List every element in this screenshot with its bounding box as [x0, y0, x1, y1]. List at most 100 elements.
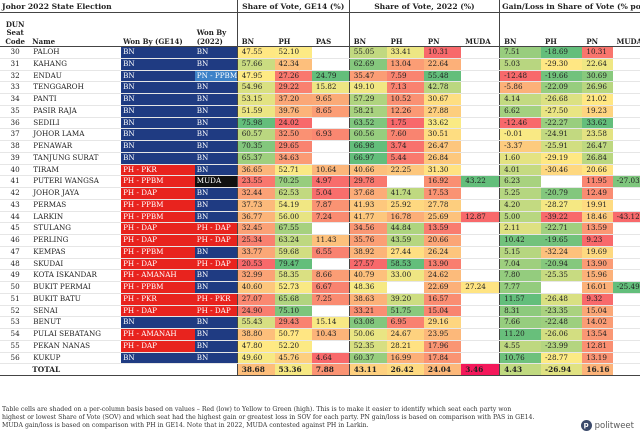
- won-by-2022: BN: [194, 269, 238, 282]
- table-row: 39 TANJUNG SURAT BN BN 65.37 34.63 66.97 5.44 26…: [0, 152, 640, 165]
- vote-cell-ph: 37.20: [274, 93, 312, 106]
- col-header-ph-gain: PH: [541, 12, 583, 47]
- vote-cell-gmuda: [612, 328, 640, 341]
- vote-cell-ph: 32.50: [274, 128, 312, 141]
- won-by-2022: BN: [194, 246, 238, 259]
- vote-cell-gmuda: [612, 93, 640, 106]
- vote-cell-pn2: 33.62: [423, 117, 462, 130]
- vote-cell-gmuda: [612, 246, 640, 259]
- vote-cell-bn: 54.96: [236, 81, 275, 94]
- vote-cell-pn2: 16.57: [423, 293, 462, 306]
- vote-cell-pn2: 42.78: [423, 81, 462, 94]
- vote-cell-gbn: 4.55: [499, 340, 541, 353]
- table-row: 50 BUKIT PERMAI PH - PPBM BN 40.60 52.73 6.67 4…: [0, 281, 640, 294]
- seat-code: 53: [0, 316, 31, 329]
- seat-name: TENGGAROH: [30, 81, 122, 94]
- vote-cell-gmuda: -27.03: [612, 175, 640, 188]
- vote-cell-gbn: 4.14: [499, 93, 541, 106]
- vote-cell-muda: [461, 58, 500, 71]
- vote-cell-pas: 8.65: [311, 105, 350, 118]
- vote-cell-gbn: 7.80: [499, 269, 541, 282]
- brand-logo: p politweet: [580, 420, 634, 431]
- vote-cell-gbn: 7.51: [499, 46, 541, 59]
- politweet-logo-icon: p: [580, 420, 592, 431]
- won-by-2022: BN: [194, 105, 238, 118]
- seat-code: 45: [0, 222, 31, 235]
- vote-cell-gph: -22.71: [541, 222, 583, 235]
- vote-cell-gpn: 16.01: [582, 281, 613, 294]
- seat-name: KEMPAS: [30, 246, 122, 259]
- vote-cell-ph2: 12.26: [386, 105, 424, 118]
- vote-cell-muda: [461, 246, 500, 259]
- vote-cell-pn2: 25.69: [423, 211, 462, 224]
- vote-cell-ph: 50.77: [274, 328, 312, 341]
- table-row: 55 PEKAN NANAS PH - DAP BN 47.80 52.20 52.35 28…: [0, 340, 640, 353]
- table-row: 40 TIRAM PH - PKR BN 36.65 52.71 10.64 40.66 22.…: [0, 164, 640, 177]
- vote-cell-gbn: -12.46: [499, 117, 541, 130]
- vote-cell-bn2: 41.93: [348, 199, 387, 212]
- vote-cell-pas: 7.87: [311, 199, 350, 212]
- vote-cell-gbn: 7.66: [499, 316, 541, 329]
- vote-cell-gmuda: -43.12: [612, 211, 640, 224]
- vote-cell-bn2: 57.29: [348, 93, 387, 106]
- vote-cell-gpn: 30.69: [582, 70, 613, 83]
- vote-cell-gpn: 26.47: [582, 140, 613, 153]
- seat-name: PALOH: [30, 46, 122, 59]
- won-by-ge14: PH - DAP: [121, 258, 195, 271]
- won-by-2022: PH - DAP: [194, 305, 238, 318]
- seat-code: 47: [0, 246, 31, 259]
- footnote-line: Table cells are shaded on a per-column b…: [2, 406, 512, 413]
- seat-name: PANTI: [30, 93, 122, 106]
- vote-cell-gph: [541, 175, 583, 188]
- vote-cell-muda: [461, 152, 500, 165]
- vote-cell-ph2: 33.41: [386, 46, 424, 59]
- vote-cell-ph: 42.34: [274, 58, 312, 71]
- vote-cell-gph: -20.94: [541, 258, 583, 271]
- won-by-2022: BN: [194, 340, 238, 353]
- vote-cell-bn2: 50.06: [348, 328, 387, 341]
- vote-cell-gmuda: [612, 58, 640, 71]
- vote-cell-ph2: [386, 175, 424, 188]
- seat-code: 52: [0, 305, 31, 318]
- vote-cell-ph: 34.63: [274, 152, 312, 165]
- vote-cell-gmuda: [612, 293, 640, 306]
- vote-cell-bn2: 55.05: [348, 46, 387, 59]
- footnote-line: MUDA gain/loss is based on comparison wi…: [2, 421, 369, 429]
- vote-cell-gpn: 13.19: [582, 352, 613, 365]
- won-by-2022: PH - PKR: [194, 293, 238, 306]
- vote-cell-gbn: 4.20: [499, 199, 541, 212]
- total-bn-2022: 43.11: [348, 363, 387, 377]
- vote-cell-pas: [311, 222, 350, 235]
- vote-cell-bn2: 27.57: [348, 258, 387, 271]
- vote-cell-bn: 38.80: [236, 328, 275, 341]
- vote-cell-bn: 20.53: [236, 258, 275, 271]
- vote-cell-bn2: 29.78: [348, 175, 387, 188]
- vote-cell-pn2: 17.96: [423, 340, 462, 353]
- vote-cell-bn: 55.43: [236, 316, 275, 329]
- vote-cell-ph: 54.19: [274, 199, 312, 212]
- seat-code: 41: [0, 175, 31, 188]
- vote-cell-gph: -39.22: [541, 211, 583, 224]
- vote-cell-pn2: 55.48: [423, 70, 462, 83]
- vote-cell-muda: [461, 128, 500, 141]
- won-by-2022: BN: [194, 164, 238, 177]
- vote-cell-bn: 25.34: [236, 234, 275, 247]
- seat-name: PEKAN NANAS: [30, 340, 122, 353]
- seat-name: PERMAS: [30, 199, 122, 212]
- won-by-ge14: PH - PKR: [121, 293, 195, 306]
- won-by-2022: MUDA: [194, 175, 238, 188]
- vote-cell-pas: [311, 117, 350, 130]
- seat-name: ENDAU: [30, 70, 122, 83]
- vote-cell-gpn: 23.58: [582, 128, 613, 141]
- seat-name: JOHOR LAMA: [30, 128, 122, 141]
- vote-cell-gpn: 26.84: [582, 152, 613, 165]
- vote-cell-ph2: 13.04: [386, 58, 424, 71]
- col-header-ph: PH: [274, 12, 312, 47]
- vote-cell-gbn: 11.20: [499, 328, 541, 341]
- vote-cell-bn2: 66.98: [348, 140, 387, 153]
- vote-cell-ph2: 24.67: [386, 328, 424, 341]
- vote-cell-gmuda: [612, 164, 640, 177]
- vote-cell-bn2: 35.47: [348, 70, 387, 83]
- vote-cell-ph2: 27.44: [386, 246, 424, 259]
- vote-cell-bn2: 33.21: [348, 305, 387, 318]
